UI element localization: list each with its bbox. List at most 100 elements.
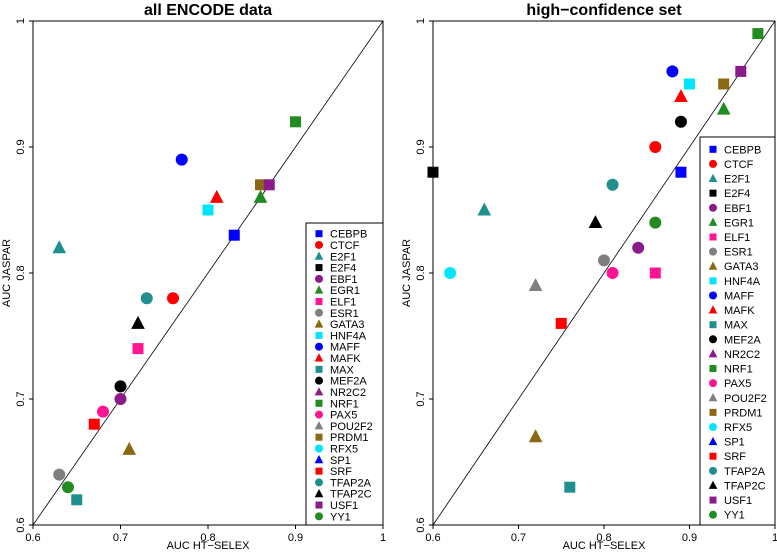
legend-marker-gata3: [314, 319, 324, 328]
legend-marker-esr1: [709, 247, 717, 256]
identity-line: [432, 20, 776, 526]
legend-marker-yy1: [315, 512, 323, 521]
x-axis-label: AUC HT−SELEX: [563, 540, 646, 552]
legend-label-srf: SRF: [330, 466, 352, 478]
data-point-rfx5: [444, 267, 457, 279]
legend-label-ctcf: CTCF: [724, 159, 754, 171]
legend-marker-ebf1: [315, 274, 323, 283]
data-point-ctcf: [167, 292, 179, 305]
data-point-tfap2a: [140, 292, 153, 305]
data-point-maff: [175, 153, 188, 166]
legend-marker-rfx5: [709, 423, 717, 431]
data-point-egr1: [253, 189, 268, 203]
y-tick-label: 0.8: [415, 265, 427, 280]
legend-marker-usf1: [709, 496, 717, 504]
legend-label-sp1: SP1: [330, 455, 351, 467]
data-point-nrf1: [752, 28, 764, 40]
legend-label-mafk: MAFK: [724, 305, 755, 317]
legend-label-elf1: ELF1: [330, 297, 356, 309]
legend-label-ebf1: EBF1: [330, 274, 358, 286]
chart-title: high−confidence set: [526, 2, 682, 19]
legend-label-tfap2a: TFAP2A: [330, 477, 372, 489]
x-tick-label: 1: [772, 532, 777, 544]
legend-label-pou2f2: POU2F2: [724, 393, 767, 405]
legend-marker-e2f1: [708, 173, 718, 183]
legend-label-gata3: GATA3: [330, 319, 364, 331]
legend-label-usf1: USF1: [724, 495, 752, 507]
x-tick-label: 0.9: [682, 532, 697, 544]
legend-label-e2f1: E2F1: [330, 251, 356, 263]
legend-label-pou2f2: POU2F2: [330, 421, 373, 433]
legend-marker-max: [709, 321, 717, 329]
legend-marker-hnf4a: [709, 277, 717, 285]
data-point-nrf1: [290, 116, 301, 128]
legend-label-tfap2c: TFAP2C: [724, 480, 766, 492]
legend-box: [699, 136, 776, 526]
legend-label-mef2a: MEF2A: [330, 376, 367, 388]
data-point-esr1: [53, 468, 66, 481]
data-point-pax5: [97, 405, 109, 418]
legend-marker-egr1: [708, 217, 718, 226]
legend-label-usf1: USF1: [330, 500, 358, 512]
data-point-ebf1: [632, 241, 645, 254]
legend-label-prdm1: PRDM1: [330, 432, 369, 444]
legend-marker-tfap2a: [709, 466, 717, 475]
data-point-max: [71, 494, 83, 506]
data-point-prdm1: [255, 179, 266, 191]
legend-marker-cebpb: [315, 230, 323, 238]
data-point-gata3: [528, 429, 543, 443]
legend-marker-yy1: [709, 510, 717, 519]
legend-marker-e2f1: [314, 251, 324, 260]
legend-label-e2f4: E2F4: [330, 263, 356, 275]
x-tick-label: 1: [380, 532, 386, 544]
x-tick-label: 0.8: [596, 532, 611, 544]
legend-label-nr2c2: NR2C2: [724, 349, 760, 361]
data-point-ebf1: [114, 393, 127, 405]
legend-marker-maff: [709, 291, 717, 300]
legend-marker-prdm1: [709, 408, 717, 416]
legend-label-mef2a: MEF2A: [724, 334, 761, 346]
legend-label-maff: MAFF: [330, 342, 360, 354]
legend-label-maff: MAFF: [724, 290, 754, 302]
legend-label-egr1: EGR1: [330, 285, 360, 297]
legend-marker-max: [315, 365, 323, 373]
legend-marker-pou2f2: [314, 421, 324, 430]
y-axis-label: AUC JASPAR: [401, 239, 413, 307]
legend-marker-ctcf: [709, 159, 717, 168]
data-point-esr1: [598, 254, 610, 267]
data-point-srf: [555, 317, 567, 329]
data-point-prdm1: [718, 78, 730, 90]
legend-label-cebpb: CEBPB: [330, 229, 367, 241]
data-point-tfap2c: [131, 315, 145, 329]
data-point-hnf4a: [684, 78, 695, 90]
x-tick-label: 0.7: [113, 532, 128, 544]
legend-marker-nr2c2: [708, 349, 718, 358]
legend-marker-mef2a: [315, 376, 323, 385]
legend-marker-rfx5: [315, 444, 323, 453]
legend-label-nrf1: NRF1: [330, 398, 359, 410]
data-point-egr1: [716, 101, 731, 115]
legend-marker-pax5: [315, 410, 323, 419]
data-point-mef2a: [674, 115, 687, 128]
legend-marker-pou2f2: [708, 392, 718, 402]
legend-label-pax5: PAX5: [724, 378, 751, 390]
legend-marker-sp1: [314, 455, 324, 464]
x-tick-label: 0.8: [200, 532, 215, 544]
legend-marker-sp1: [708, 436, 718, 446]
legend-marker-tfap2c: [708, 480, 718, 489]
legend-label-elf1: ELF1: [724, 232, 750, 244]
panel-all-encode: all ENCODE data CEBPBCTCFE2F1E2F4EBF1EGR1…: [1, 2, 386, 552]
legend-marker-gata3: [708, 261, 718, 270]
x-tick-label: 0.9: [288, 532, 303, 544]
legend-marker-srf: [315, 467, 323, 475]
data-point-mafk: [209, 189, 224, 203]
legend-label-gata3: GATA3: [724, 261, 758, 273]
data-point-e2f1: [477, 202, 492, 216]
y-tick-label: 1: [415, 18, 427, 24]
legend-label-ctcf: CTCF: [330, 240, 360, 252]
y-tick-label: 0.7: [415, 391, 427, 406]
data-point-yy1: [62, 481, 74, 494]
legend-label-hnf4a: HNF4A: [330, 330, 367, 342]
legend-marker-ebf1: [709, 203, 717, 212]
legend-marker-nrf1: [315, 399, 323, 407]
